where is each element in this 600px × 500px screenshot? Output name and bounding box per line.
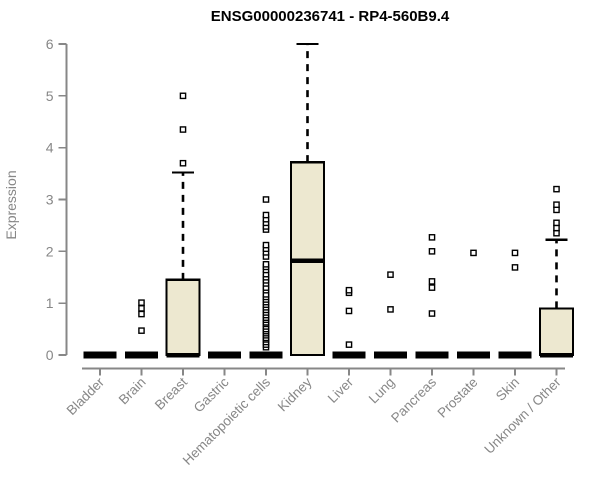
collapsed-box-bladder <box>83 351 117 359</box>
outlier-pancreas-2 <box>428 278 436 285</box>
collapsed-box-gastric <box>208 351 241 359</box>
outlier-hematopoietic-cells-35 <box>262 241 270 249</box>
x-tick-label-breast: Breast <box>152 374 190 412</box>
y-tick-label-3: 3 <box>46 192 54 208</box>
outlier-pancreas-0 <box>428 310 436 317</box>
outlier-skin-1 <box>511 249 519 257</box>
outlier-unknown-other-5 <box>553 185 560 193</box>
outlier-hematopoietic-cells-41 <box>262 196 270 203</box>
collapsed-box-liver <box>332 351 366 359</box>
collapsed-box-skin <box>498 351 532 359</box>
x-tick-label-gastric: Gastric <box>191 374 232 415</box>
y-tick-label-0: 0 <box>46 347 54 363</box>
outlier-pancreas-1 <box>428 284 436 291</box>
outlier-breast-1 <box>179 126 187 133</box>
outlier-brain-1 <box>138 310 145 318</box>
collapsed-box-lung <box>374 351 407 359</box>
box-unknown-other <box>538 307 575 357</box>
outlier-hematopoietic-cells-40 <box>262 211 270 219</box>
outlier-hematopoietic-cells-31 <box>262 260 270 268</box>
outlier-pancreas-4 <box>428 234 436 241</box>
outlier-prostate-0 <box>470 249 477 257</box>
chart-title: ENSG00000236741 - RP4-560B9.4 <box>210 8 450 25</box>
collapsed-box-hematopoietic-cells <box>249 351 283 359</box>
outlier-brain-3 <box>138 299 145 306</box>
outlier-liver-0 <box>345 341 353 348</box>
x-tick-label-bladder: Bladder <box>64 374 108 418</box>
y-tick-label-5: 5 <box>46 88 54 104</box>
x-tick-label-kidney: Kidney <box>275 374 315 414</box>
outlier-pancreas-3 <box>428 248 436 255</box>
outlier-lung-0 <box>387 306 394 313</box>
outlier-unknown-other-4 <box>553 201 560 208</box>
outlier-breast-0 <box>179 159 187 167</box>
outlier-unknown-other-1 <box>553 224 560 232</box>
outlier-lung-1 <box>387 271 394 278</box>
outlier-unknown-other-2 <box>553 219 560 227</box>
outlier-breast-2 <box>179 92 187 100</box>
y-tick-label-6: 6 <box>46 36 54 52</box>
x-tick-label-prostate: Prostate <box>434 375 480 421</box>
collapsed-box-brain <box>125 351 158 359</box>
y-tick-label-1: 1 <box>46 295 54 311</box>
outlier-skin-0 <box>511 264 519 271</box>
outlier-brain-2 <box>138 305 145 312</box>
outlier-liver-1 <box>345 307 353 315</box>
x-tick-label-pancreas: Pancreas <box>388 374 439 425</box>
collapsed-box-prostate <box>457 351 490 359</box>
x-tick-label-unknown-other: Unknown / Other <box>481 374 564 457</box>
collapsed-box-pancreas <box>415 351 449 359</box>
outlier-brain-0 <box>138 327 145 334</box>
outlier-unknown-other-3 <box>553 206 560 214</box>
y-tick-label-2: 2 <box>46 243 54 259</box>
outlier-liver-3 <box>345 286 353 294</box>
x-tick-label-liver: Liver <box>325 374 357 406</box>
x-tick-label-brain: Brain <box>116 375 149 408</box>
outlier-unknown-other-0 <box>553 229 560 237</box>
box-breast <box>165 278 201 357</box>
y-tick-label-4: 4 <box>46 140 54 156</box>
x-tick-label-skin: Skin <box>493 375 522 404</box>
x-tick-label-lung: Lung <box>366 375 398 407</box>
